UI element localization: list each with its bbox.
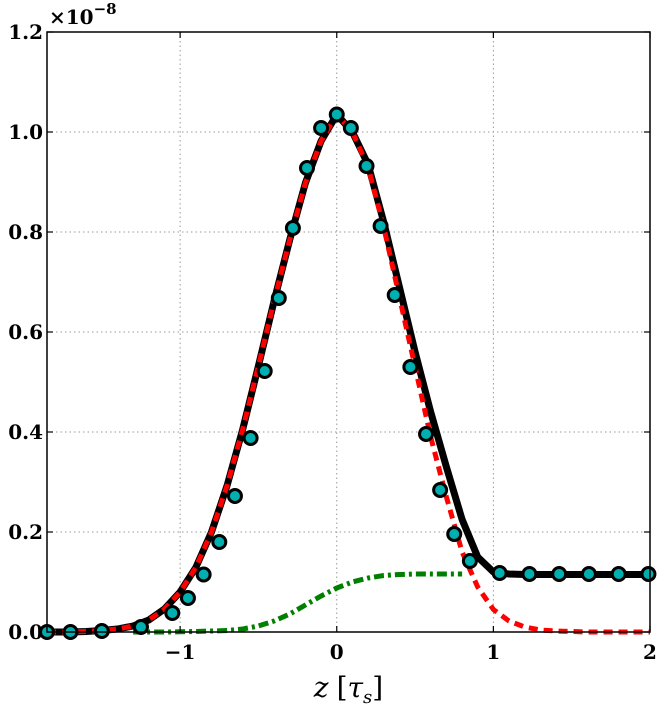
data-point-marker [432, 482, 449, 498]
data-point-marker [610, 566, 627, 582]
data-point-marker [179, 590, 196, 606]
data-point-marker [164, 605, 181, 621]
data-point-marker [386, 287, 403, 303]
marker-layer [39, 106, 657, 640]
ticks: −1 0 1 2 0.0 0.2 0.4 0.6 0.8 1.0 1.2 [8, 20, 657, 664]
data-point-marker [551, 566, 568, 582]
data-point-marker [640, 566, 657, 582]
y-offset-label: ×10−8 [49, 0, 117, 29]
data-point-marker [491, 565, 508, 581]
data-point-marker [270, 290, 287, 306]
x-tick-label: 2 [643, 640, 657, 664]
y-tick-label: 1.2 [8, 20, 43, 44]
data-point-marker [580, 566, 597, 582]
data-point-marker [256, 363, 273, 379]
x-axis-close: ] [372, 671, 383, 704]
data-point-marker [211, 534, 228, 550]
series-total-line [47, 111, 650, 636]
data-point-marker [418, 426, 435, 442]
x-tick-label: −1 [165, 640, 196, 664]
series-layer [47, 111, 650, 636]
y-offset-exp: −8 [94, 0, 117, 18]
data-point-marker [402, 359, 419, 375]
data-point-marker [328, 106, 345, 123]
data-point-marker [226, 488, 243, 504]
data-point-marker [446, 526, 463, 542]
y-tick-label: 0.0 [8, 620, 43, 644]
x-axis-sub: s [363, 687, 372, 708]
x-tick-label: 0 [330, 640, 344, 664]
data-point-marker [358, 158, 375, 174]
x-axis-open: [ [337, 671, 348, 704]
x-axis-label: z [τs] [313, 671, 383, 708]
data-point-marker [313, 120, 330, 136]
y-offset-base: ×10 [49, 5, 94, 29]
data-point-marker [242, 430, 259, 446]
data-point-marker [132, 619, 149, 635]
y-tick-label: 1.0 [8, 120, 43, 144]
data-point-marker [93, 623, 110, 639]
data-point-marker [342, 120, 359, 136]
y-tick-label: 0.2 [8, 520, 43, 544]
x-axis-unit: τ [348, 671, 364, 704]
data-point-marker [372, 218, 389, 234]
data-point-marker [521, 566, 538, 582]
y-tick-label: 0.4 [8, 420, 43, 444]
x-axis-var: z [313, 671, 329, 704]
series-step-line [133, 571, 463, 635]
x-tick-label: 1 [486, 640, 500, 664]
data-point-marker [298, 160, 315, 176]
series-gaussian-line [47, 112, 650, 635]
y-tick-label: 0.6 [8, 320, 43, 344]
data-point-marker [461, 553, 478, 569]
y-tick-label: 0.8 [8, 220, 43, 244]
data-point-marker [284, 220, 301, 236]
data-point-marker [195, 566, 212, 583]
